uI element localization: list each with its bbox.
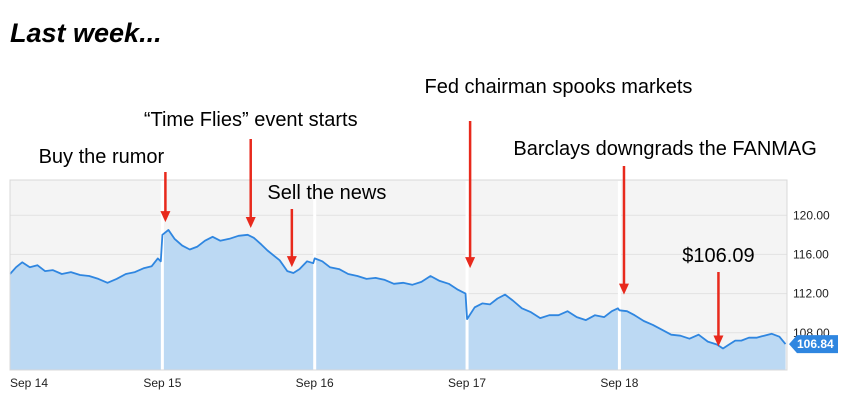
annotation-arrow-head <box>286 256 297 268</box>
last-price-label: 106.84 <box>797 337 834 351</box>
x-tick-label: Sep 16 <box>296 376 334 390</box>
last-price-badge: 106.84 <box>789 335 838 354</box>
last-price-marker <box>789 335 838 354</box>
annotation-label: $106.09 <box>682 245 754 267</box>
annotation-arrow-head <box>618 283 629 295</box>
annotation-label: Sell the news <box>267 182 386 204</box>
annotation-arrow-head <box>713 335 724 347</box>
x-tick-label: Sep 18 <box>600 376 638 390</box>
annotations: Buy the rumor “Time Flies” event starts Se… <box>39 76 817 347</box>
x-tick-label: Sep 17 <box>448 376 486 390</box>
x-tick-label: Sep 15 <box>143 376 181 390</box>
annotation-arrow-head <box>465 257 476 269</box>
price-area <box>10 229 786 370</box>
plot-border <box>9 179 788 371</box>
y-tick-label: 116.00 <box>793 247 829 261</box>
y-tick-label: 120.00 <box>793 208 830 222</box>
annotation-arrow-head <box>245 216 256 228</box>
y-tick-label: 112.00 <box>793 287 829 301</box>
x-axis: Sep 14 Sep 15 Sep 16 Sep 17 Sep 18 <box>10 376 639 390</box>
annotation-label: Fed chairman spooks markets <box>425 76 693 98</box>
annotation-arrow-head <box>160 211 171 223</box>
annotation-label: Barclays downgrads the FANMAG <box>513 138 816 160</box>
price-line <box>9 229 787 350</box>
annotation-label: “Time Flies” event starts <box>144 109 358 131</box>
x-tick-label: Sep 14 <box>10 376 48 390</box>
page-title: Last week... <box>10 18 162 48</box>
annotation-label: Buy the rumor <box>39 146 165 168</box>
